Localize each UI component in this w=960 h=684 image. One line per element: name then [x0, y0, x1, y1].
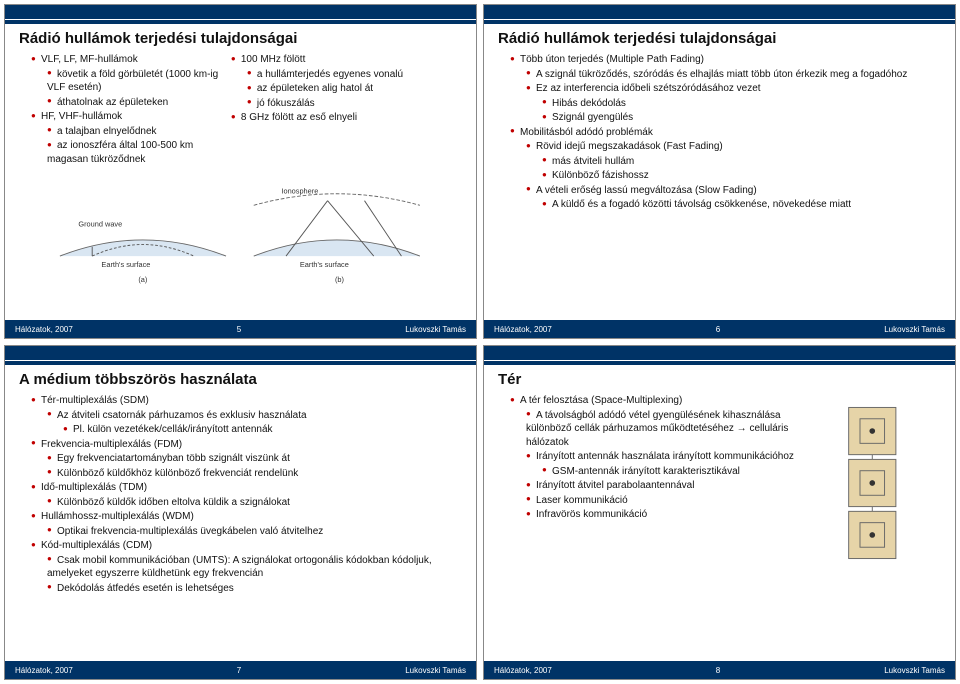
decor-bar	[5, 346, 476, 360]
bullet-item: Laser kommunikáció	[526, 494, 803, 508]
slide-footer: Hálózatok, 2007 6 Lukovszki Tamás	[484, 320, 955, 338]
bullet-item: Csak mobil kommunikációban (UMTS): A szi…	[47, 554, 458, 581]
bullet-item: A szignál tükröződés, szóródás és elhajl…	[526, 68, 937, 82]
bullet-item: A tér felosztása (Space-Multiplexing)	[510, 394, 803, 408]
footer-right: Lukovszki Tamás	[884, 325, 945, 334]
bullet-item: Szignál gyengülés	[542, 111, 937, 125]
bullet-item: Hullámhossz-multiplexálás (WDM)	[31, 510, 458, 524]
bullet-item: HF, VHF-hullámok	[31, 110, 219, 124]
bullet-item: Egy frekvenciatartományban több szignált…	[47, 452, 458, 466]
slide-8: Tér A tér felosztása (Space-Multiplexing…	[483, 345, 956, 680]
footer-left: Hálózatok, 2007	[494, 666, 552, 675]
bullet-item: Irányított antennák használata irányítot…	[526, 450, 803, 464]
bullet-list: A tér felosztása (Space-Multiplexing)A t…	[510, 394, 803, 657]
svg-text:(a): (a)	[138, 275, 147, 284]
bullet-list: Tér-multiplexálás (SDM)Az átviteli csato…	[31, 394, 458, 595]
bullet-list: Több úton terjedés (Multiple Path Fading…	[510, 53, 937, 212]
bullet-item: áthatolnak az épületeken	[47, 96, 219, 110]
bullet-item: 8 GHz fölött az eső elnyeli	[231, 111, 458, 125]
bullet-item: Különböző fázishossz	[542, 169, 937, 183]
footer-left: Hálózatok, 2007	[494, 325, 552, 334]
footer-page: 5	[237, 325, 241, 334]
slide-content: Tér-multiplexálás (SDM)Az átviteli csato…	[5, 390, 476, 661]
bullet-list-left: VLF, LF, MF-hullámokkövetik a föld görbü…	[31, 53, 219, 167]
footer-right: Lukovszki Tamás	[405, 325, 466, 334]
svg-text:(b): (b)	[335, 275, 344, 284]
decor-bar	[484, 346, 955, 360]
ionosphere-diagram: Ground wave Earth's surface (a) Ionosphe…	[31, 173, 458, 293]
slide-7: A médium többszörös használata Tér-multi…	[4, 345, 477, 680]
svg-text:Ionosphere: Ionosphere	[281, 186, 318, 195]
bullet-item: GSM-antennák irányított karakterisztikáv…	[542, 465, 803, 479]
bullet-item: A küldő és a fogadó közötti távolság csö…	[542, 198, 937, 212]
svg-text:Earth's surface: Earth's surface	[300, 260, 349, 269]
footer-right: Lukovszki Tamás	[884, 666, 945, 675]
footer-right: Lukovszki Tamás	[405, 666, 466, 675]
slide-title: Tér	[484, 365, 955, 390]
footer-page: 8	[716, 666, 720, 675]
bullet-item: jó fókuszálás	[247, 97, 458, 111]
bullet-item: 100 MHz fölött	[231, 53, 458, 67]
bullet-item: Irányított átvitel parabolaantennával	[526, 479, 803, 493]
bullet-item: követik a föld görbületét (1000 km-ig VL…	[47, 68, 219, 95]
footer-page: 6	[716, 325, 720, 334]
bullet-item: az ionoszféra által 100-500 km magasan t…	[47, 139, 219, 166]
slide-title: Rádió hullámok terjedési tulajdonságai	[484, 24, 955, 49]
decor-bar	[5, 5, 476, 19]
bullet-item: Rövid idejű megszakadások (Fast Fading)	[526, 140, 937, 154]
bullet-item: a hullámterjedés egyenes vonalú	[247, 68, 458, 82]
bullet-item: Több úton terjedés (Multiple Path Fading…	[510, 53, 937, 67]
bullet-item: Frekvencia-multiplexálás (FDM)	[31, 438, 458, 452]
slide-5: Rádió hullámok terjedési tulajdonságai V…	[4, 4, 477, 339]
svg-text:Earth's surface: Earth's surface	[101, 260, 150, 269]
svg-text:Ground wave: Ground wave	[78, 220, 122, 229]
footer-page: 7	[237, 666, 241, 675]
bullet-item: Különböző küldők időben eltolva küldik a…	[47, 496, 458, 510]
footer-left: Hálózatok, 2007	[15, 325, 73, 334]
slide-footer: Hálózatok, 2007 7 Lukovszki Tamás	[5, 661, 476, 679]
bullet-item: Pl. külön vezetékek/cellák/irányított an…	[63, 423, 458, 437]
decor-bar	[484, 5, 955, 19]
bullet-item: Infravörös kommunikáció	[526, 508, 803, 522]
bullet-item: Ez az interferencia időbeli szétszóródás…	[526, 82, 937, 96]
slide-title: A médium többszörös használata	[5, 365, 476, 390]
slide-content: A tér felosztása (Space-Multiplexing)A t…	[484, 390, 955, 661]
bullet-item: Optikai frekvencia-multiplexálás üvegkáb…	[47, 525, 458, 539]
slide-footer: Hálózatok, 2007 8 Lukovszki Tamás	[484, 661, 955, 679]
bullet-item: Hibás dekódolás	[542, 97, 937, 111]
bullet-item: a talajban elnyelődnek	[47, 125, 219, 139]
slide-6: Rádió hullámok terjedési tulajdonságai T…	[483, 4, 956, 339]
bullet-item: A vételi erőség lassú megváltozása (Slow…	[526, 184, 937, 198]
bullet-item: Különböző küldőkhöz különböző frekvenciá…	[47, 467, 458, 481]
bullet-item: VLF, LF, MF-hullámok	[31, 53, 219, 67]
bullet-item: Tér-multiplexálás (SDM)	[31, 394, 458, 408]
bullet-item: A távolságból adódó vétel gyengülésének …	[526, 409, 803, 450]
slide-content: VLF, LF, MF-hullámokkövetik a föld görbü…	[5, 49, 476, 320]
slide-footer: Hálózatok, 2007 5 Lukovszki Tamás	[5, 320, 476, 338]
footer-left: Hálózatok, 2007	[15, 666, 73, 675]
bullet-item: Idő-multiplexálás (TDM)	[31, 481, 458, 495]
bullet-item: Dekódolás átfedés esetén is lehetséges	[47, 582, 458, 596]
bullet-item: Az átviteli csatornák párhuzamos és exkl…	[47, 409, 458, 423]
bullet-list-right: 100 MHz fölötta hullámterjedés egyenes v…	[231, 53, 458, 167]
bullet-item: Kód-multiplexálás (CDM)	[31, 539, 458, 553]
bullet-item: Mobilitásból adódó problémák	[510, 126, 937, 140]
bullet-item: más átviteli hullám	[542, 155, 937, 169]
bullet-item: az épületeken alig hatol át	[247, 82, 458, 96]
cell-diagram	[817, 398, 937, 568]
slide-content: Több úton terjedés (Multiple Path Fading…	[484, 49, 955, 320]
slide-title: Rádió hullámok terjedési tulajdonságai	[5, 24, 476, 49]
